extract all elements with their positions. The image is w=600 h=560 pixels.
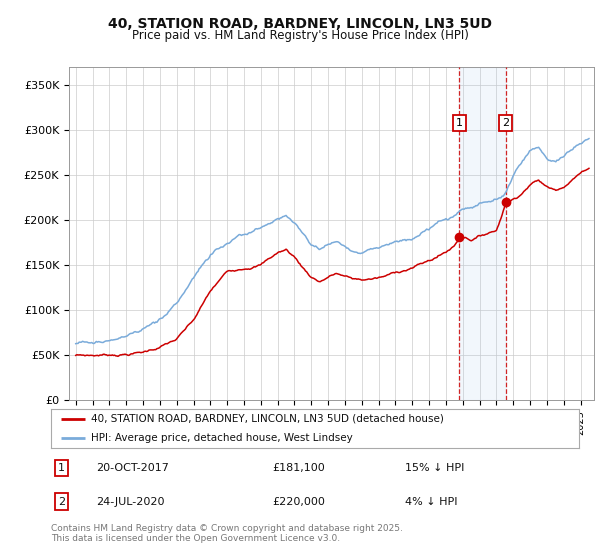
Text: 40, STATION ROAD, BARDNEY, LINCOLN, LN3 5UD: 40, STATION ROAD, BARDNEY, LINCOLN, LN3 … xyxy=(108,17,492,31)
Text: Contains HM Land Registry data © Crown copyright and database right 2025.
This d: Contains HM Land Registry data © Crown c… xyxy=(51,524,403,543)
Text: Price paid vs. HM Land Registry's House Price Index (HPI): Price paid vs. HM Land Registry's House … xyxy=(131,29,469,42)
Text: 40, STATION ROAD, BARDNEY, LINCOLN, LN3 5UD (detached house): 40, STATION ROAD, BARDNEY, LINCOLN, LN3 … xyxy=(91,414,443,423)
Text: 24-JUL-2020: 24-JUL-2020 xyxy=(96,497,164,507)
Text: HPI: Average price, detached house, West Lindsey: HPI: Average price, detached house, West… xyxy=(91,433,352,443)
Text: £181,100: £181,100 xyxy=(273,463,326,473)
Text: 15% ↓ HPI: 15% ↓ HPI xyxy=(405,463,464,473)
Text: 2: 2 xyxy=(502,118,509,128)
Bar xyxy=(460,67,506,400)
Text: £220,000: £220,000 xyxy=(273,497,326,507)
Text: 1: 1 xyxy=(456,118,463,128)
Text: 1: 1 xyxy=(58,463,65,473)
Text: 20-OCT-2017: 20-OCT-2017 xyxy=(96,463,169,473)
Text: 4% ↓ HPI: 4% ↓ HPI xyxy=(405,497,457,507)
Text: 2: 2 xyxy=(58,497,65,507)
